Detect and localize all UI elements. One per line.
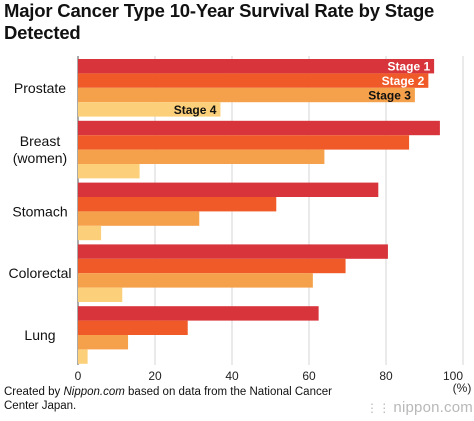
nippon-dots-icon: ⋮⋮ xyxy=(366,401,391,415)
bar xyxy=(78,87,415,103)
bar xyxy=(78,59,435,74)
x-tick-label: 80 xyxy=(379,369,393,383)
x-tick-label: 60 xyxy=(302,369,316,383)
x-tick-label: 0 xyxy=(75,369,82,383)
bar xyxy=(78,164,140,179)
bar xyxy=(78,258,346,274)
bar xyxy=(78,73,429,88)
series-label: Stage 3 xyxy=(368,89,411,103)
footer-suffix: based on data from the National Cancer C… xyxy=(4,386,332,412)
category-label: Colorectal xyxy=(8,265,71,281)
series-label: Stage 2 xyxy=(382,74,425,88)
category-label: Prostate xyxy=(14,80,66,96)
bar xyxy=(78,335,129,350)
bar xyxy=(78,135,410,150)
bar xyxy=(78,102,221,117)
series-label: Stage 1 xyxy=(387,60,430,74)
footer-source-site: Nippon.com xyxy=(63,386,125,398)
category-label: (women) xyxy=(13,150,67,166)
bar xyxy=(78,287,123,302)
x-unit-label: (%) xyxy=(453,381,472,395)
bar xyxy=(78,349,88,364)
series-label: Stage 4 xyxy=(174,103,217,117)
category-label: Breast xyxy=(20,133,61,149)
logo-text: nippon.com xyxy=(393,399,473,416)
category-label: Lung xyxy=(24,327,55,343)
bar xyxy=(78,225,102,241)
footer-prefix: Created by xyxy=(4,386,64,398)
x-tick-label: 20 xyxy=(148,369,162,383)
bar xyxy=(78,149,325,164)
bar xyxy=(78,244,388,259)
bar xyxy=(78,273,313,288)
bar xyxy=(78,320,188,335)
chart-footer-note: Created by Nippon.com based on data from… xyxy=(4,385,344,413)
bar xyxy=(78,211,200,226)
chart-title: Major Cancer Type 10-Year Survival Rate … xyxy=(4,0,435,43)
bar xyxy=(78,120,440,136)
bar xyxy=(78,197,277,212)
x-tick-label: 40 xyxy=(225,369,239,383)
x-tick-label: 100 xyxy=(443,369,463,383)
nippon-logo: ⋮⋮ nippon.com xyxy=(366,399,473,416)
bar xyxy=(78,306,319,321)
category-label: Stomach xyxy=(12,203,67,219)
bar xyxy=(78,182,379,197)
